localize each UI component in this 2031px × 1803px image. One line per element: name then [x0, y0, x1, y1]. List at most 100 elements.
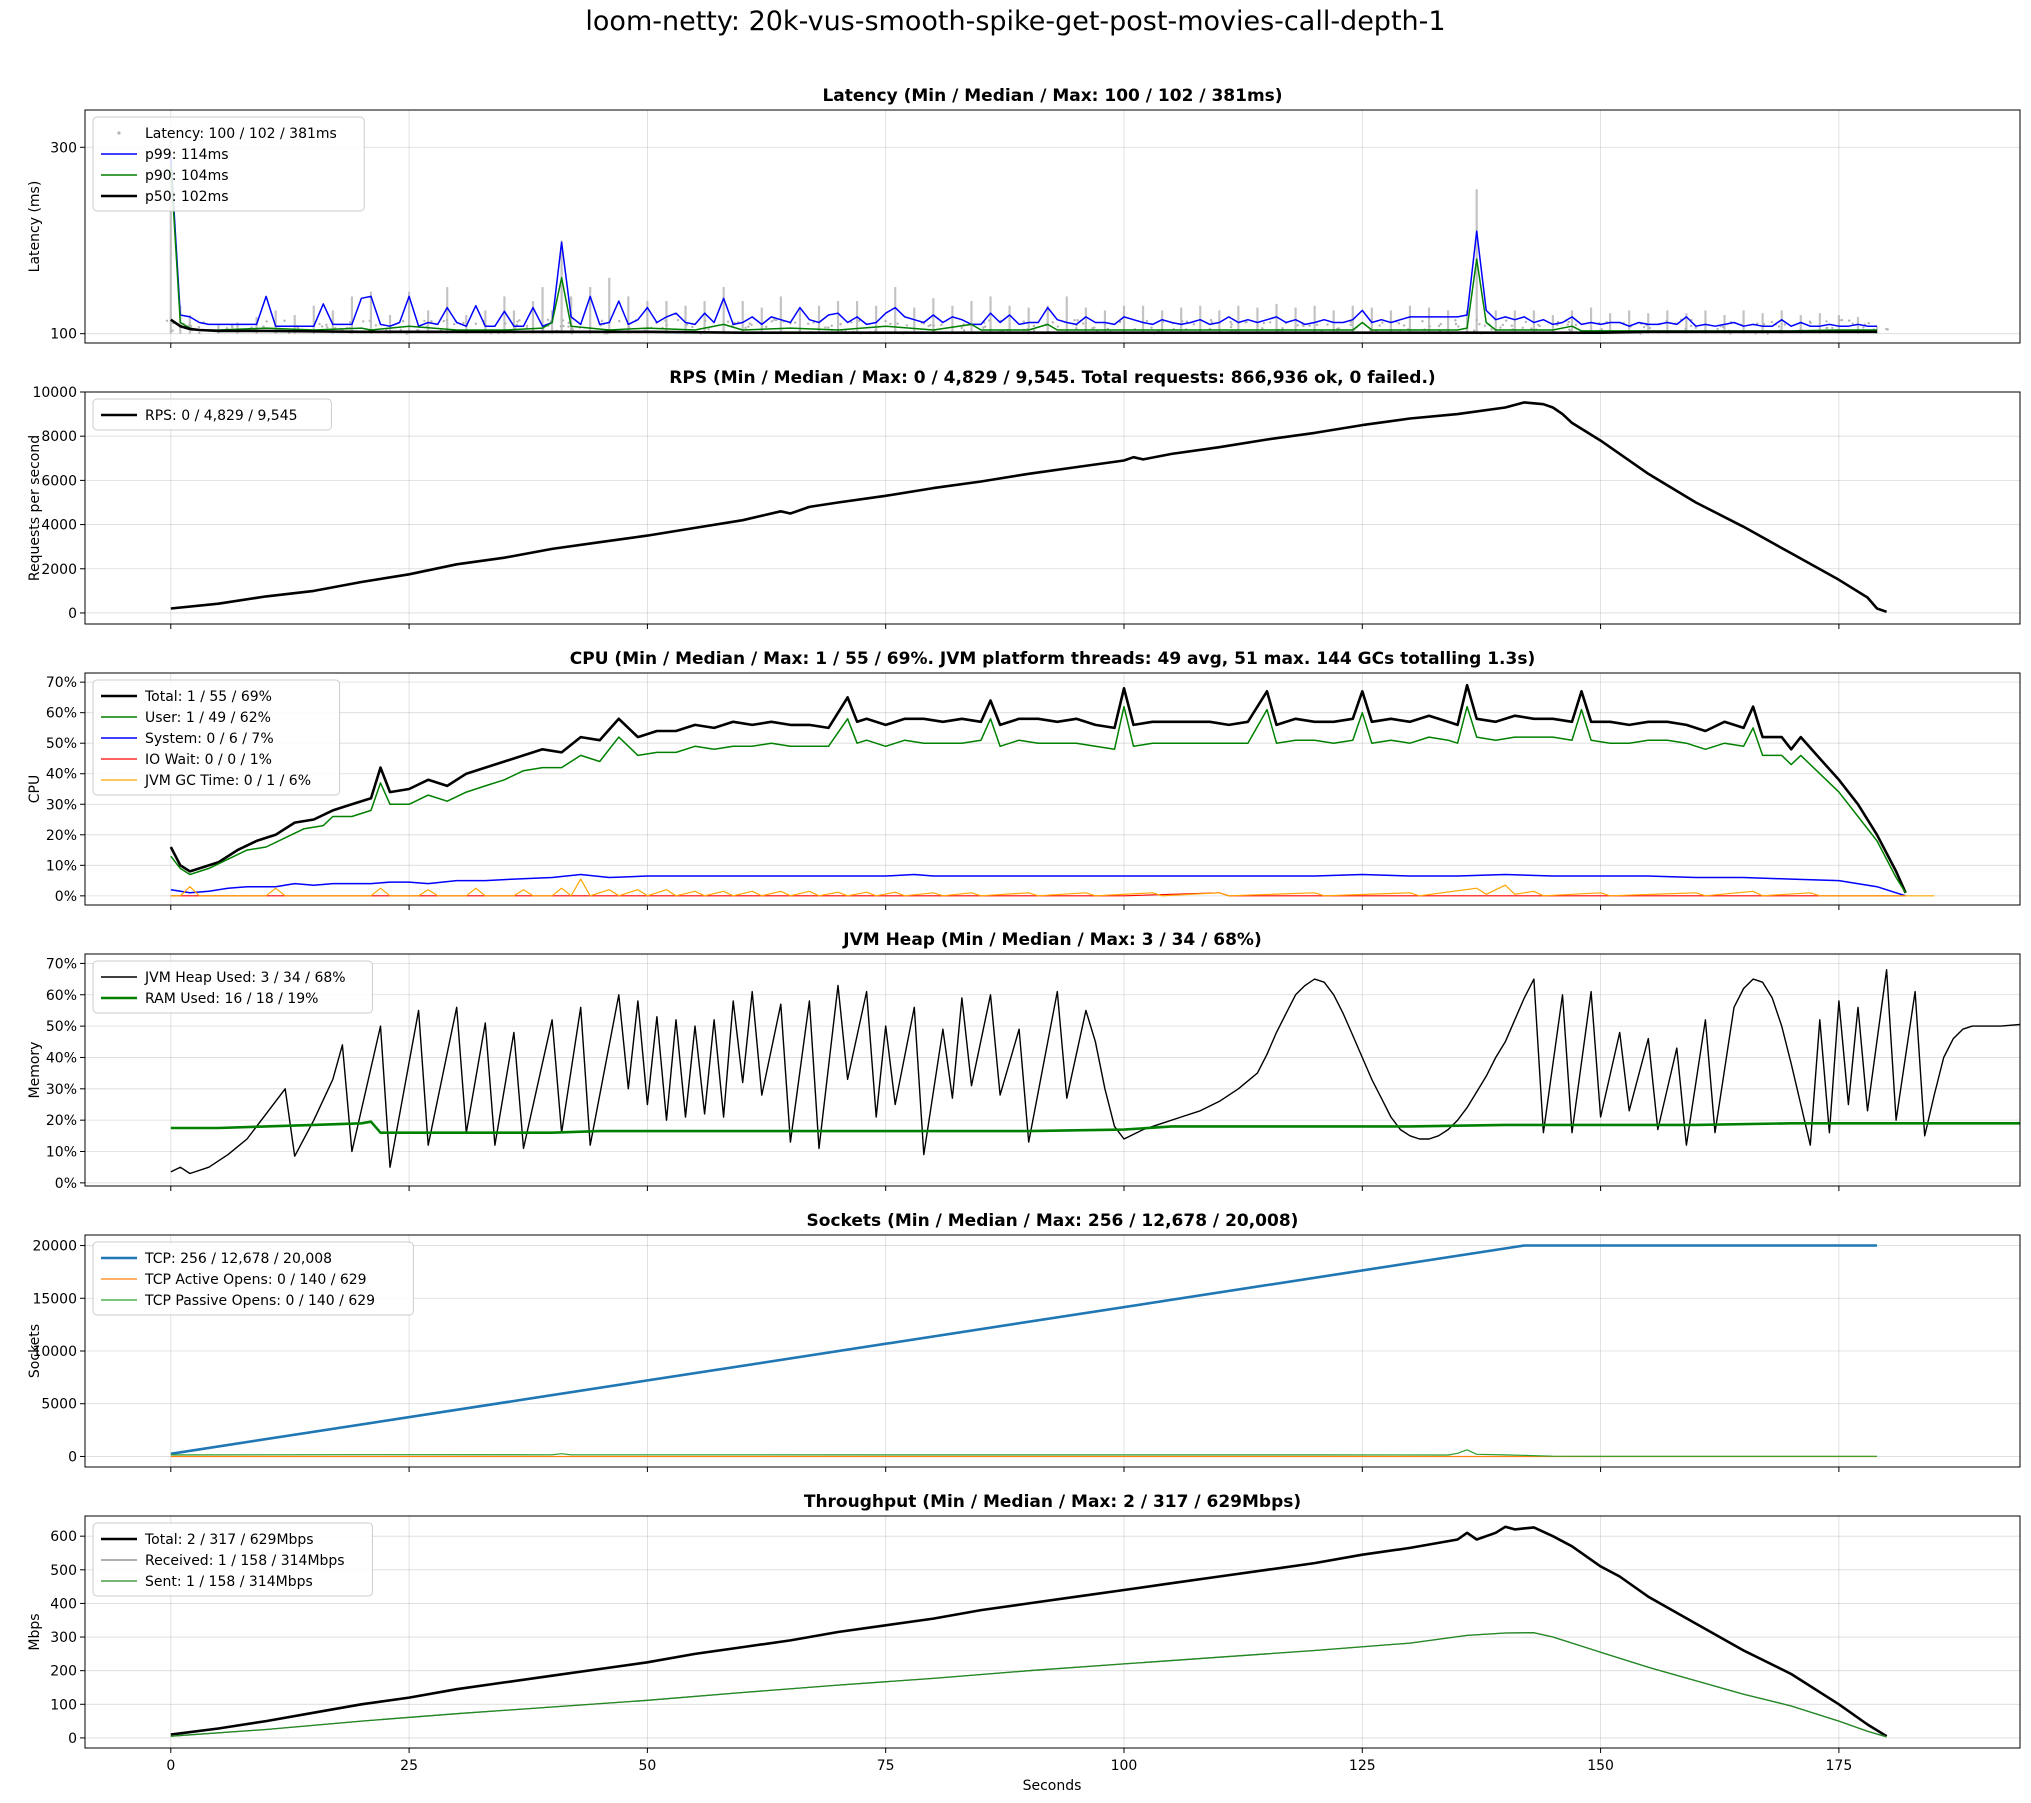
latency-point [325, 323, 328, 327]
latency-point [794, 321, 797, 324]
latency-point [1229, 325, 1233, 329]
panel-latency: Latency (Min / Median / Max: 100 / 102 /… [27, 86, 2021, 348]
latency-point [830, 324, 833, 328]
panel-title: Sockets (Min / Median / Max: 256 / 12,67… [807, 1211, 1299, 1231]
y-tick-label: 70% [46, 956, 77, 972]
x-tick-label: 75 [877, 1758, 895, 1774]
latency-point [987, 319, 991, 322]
latency-point [1600, 328, 1603, 331]
latency-point [1808, 320, 1812, 323]
latency-point [1428, 325, 1431, 328]
latency-point [362, 320, 365, 323]
legend-label: IO Wait: 0 / 0 / 1% [145, 752, 272, 768]
legend-box [92, 960, 373, 1014]
series-line-1 [170, 401, 1888, 614]
latency-point [600, 319, 604, 323]
latency-point [1825, 320, 1828, 323]
latency-point [1569, 329, 1572, 332]
latency-point [1145, 319, 1149, 323]
latency-point [1862, 326, 1865, 329]
y-tick-label: 0 [68, 1449, 77, 1465]
latency-point [627, 326, 631, 329]
latency-point [929, 323, 932, 327]
latency-point [1437, 324, 1441, 328]
latency-point [1483, 324, 1487, 327]
latency-point [197, 325, 201, 329]
latency-point [349, 321, 352, 324]
legend-label: Sent: 1 / 158 / 314Mbps [145, 1574, 313, 1590]
latency-point [1180, 320, 1184, 323]
latency-point [618, 319, 621, 323]
legend-box [92, 398, 332, 431]
latency-point [1103, 323, 1107, 326]
series-line-1 [170, 969, 2020, 1175]
legend: Total: 2 / 317 / 629Mbps Received: 1 / 15… [92, 1522, 373, 1597]
legend: TCP: 256 / 12,678 / 20,008 TCP Active Ope… [92, 1241, 414, 1316]
latency-point [1847, 319, 1851, 322]
y-tick-label: 600 [50, 1529, 77, 1545]
series-line-1 [170, 1244, 1877, 1456]
latency-point [1056, 325, 1060, 328]
latency-point [765, 325, 768, 329]
y-axis-label: Sockets [27, 1324, 43, 1378]
latency-point [726, 320, 730, 323]
legend-label: User: 1 / 49 / 62% [145, 710, 271, 726]
y-tick-label: 4000 [41, 518, 77, 534]
latency-point [1454, 322, 1458, 326]
latency-point [983, 325, 987, 328]
latency-point [1421, 319, 1424, 323]
latency-point [691, 325, 694, 329]
latency-point [1851, 322, 1854, 325]
latency-point [704, 319, 707, 322]
y-tick-label: 50% [46, 1019, 77, 1035]
latency-point [1281, 327, 1284, 330]
latency-point [1326, 323, 1329, 326]
latency-point [982, 326, 985, 329]
legend-label: Received: 1 / 158 / 314Mbps [145, 1553, 345, 1569]
latency-point [1209, 318, 1213, 322]
plot-area [170, 401, 1888, 614]
latency-point [1230, 323, 1233, 326]
latency-point [748, 322, 751, 325]
latency-point [1762, 323, 1766, 326]
x-tick-label: 125 [1349, 1758, 1376, 1774]
series-line-3 [170, 1449, 1877, 1457]
latency-point [1397, 322, 1401, 325]
latency-point [1082, 322, 1085, 325]
latency-point [1867, 322, 1871, 325]
legend-label: Total: 2 / 317 / 629Mbps [144, 1532, 314, 1548]
legend-label: TCP: 256 / 12,678 / 20,008 [144, 1251, 332, 1267]
latency-point [567, 325, 570, 328]
latency-point [772, 318, 776, 322]
legend-label: TCP Passive Opens: 0 / 140 / 629 [144, 1293, 375, 1309]
latency-point [1091, 327, 1094, 330]
latency-point [1574, 323, 1578, 327]
legend-label: RAM Used: 16 / 18 / 19% [145, 991, 318, 1007]
latency-point [1256, 324, 1259, 328]
latency-point [1161, 320, 1165, 323]
legend-label: JVM Heap Used: 3 / 34 / 68% [144, 970, 346, 986]
latency-point [960, 326, 963, 330]
latency-point [1566, 323, 1570, 326]
legend-label: JVM GC Time: 0 / 1 / 6% [144, 773, 311, 789]
latency-point [283, 319, 286, 322]
y-tick-label: 30% [46, 1082, 77, 1098]
axes-frame [84, 109, 2021, 344]
y-tick-label: 40% [46, 1050, 77, 1066]
latency-point [1510, 324, 1514, 327]
latency-point [750, 323, 753, 327]
latency-point [747, 325, 750, 328]
y-axis-label: Memory [27, 1042, 43, 1099]
series-line-5 [170, 878, 1935, 897]
axes-frame [84, 391, 2021, 625]
latency-point [165, 319, 169, 323]
y-tick-label: 40% [46, 767, 77, 783]
latency-point [1457, 325, 1460, 328]
latency-point [905, 324, 909, 327]
latency-point [231, 326, 234, 329]
axes-frame [84, 953, 2021, 1187]
latency-point [1378, 324, 1381, 327]
latency-point [1478, 322, 1481, 326]
legend: Total: 1 / 55 / 69% User: 1 / 49 / 62% Sys… [92, 679, 341, 796]
latency-point [1150, 326, 1153, 329]
